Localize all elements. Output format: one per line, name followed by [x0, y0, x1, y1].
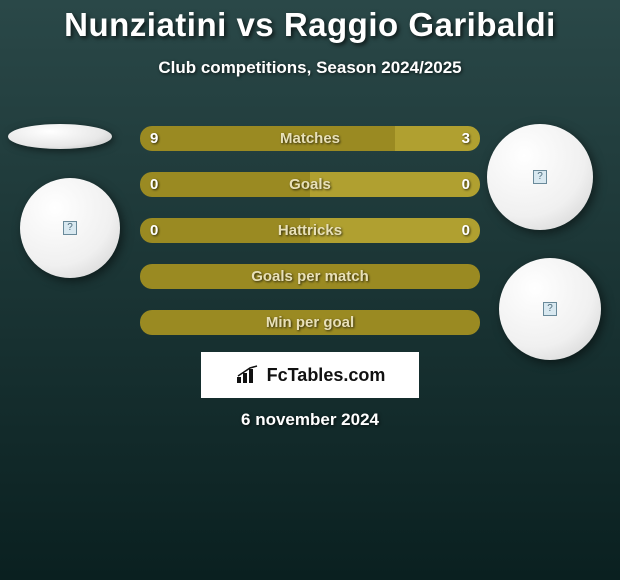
bar-row: Matches9 3	[140, 126, 480, 151]
image-placeholder-icon: ?	[63, 221, 77, 235]
brand-text: FcTables.com	[267, 365, 386, 386]
bar-row: Hattricks0 0	[140, 218, 480, 243]
brand-badge: FcTables.com	[201, 352, 419, 398]
bar-value-left: 0	[150, 218, 158, 243]
avatar-circle-left: ?	[20, 178, 120, 278]
bar-row: Goals per match	[140, 264, 480, 289]
bar-value-right: 0	[462, 218, 470, 243]
avatar-circle-right-top: ?	[487, 124, 593, 230]
bar-label: Hattricks	[140, 218, 480, 243]
page-subtitle: Club competitions, Season 2024/2025	[0, 58, 620, 78]
page-title: Nunziatini vs Raggio Garibaldi	[0, 0, 620, 44]
image-placeholder-icon: ?	[533, 170, 547, 184]
bar-label: Goals per match	[140, 264, 480, 289]
bar-label: Matches	[140, 126, 480, 151]
bar-row: Min per goal	[140, 310, 480, 335]
bar-value-left: 0	[150, 172, 158, 197]
bar-value-right: 0	[462, 172, 470, 197]
bar-value-right: 3	[462, 126, 470, 151]
bar-label: Goals	[140, 172, 480, 197]
bar-label: Min per goal	[140, 310, 480, 335]
avatar-ellipse	[8, 124, 112, 149]
image-placeholder-icon: ?	[543, 302, 557, 316]
generation-date: 6 november 2024	[0, 410, 620, 430]
comparison-bars: Matches93Goals00Hattricks00Goals per mat…	[140, 126, 480, 356]
bar-value-left: 9	[150, 126, 158, 151]
bar-chart-icon	[235, 365, 263, 385]
avatar-circle-right-bottom: ?	[499, 258, 601, 360]
bar-row: Goals0 0	[140, 172, 480, 197]
